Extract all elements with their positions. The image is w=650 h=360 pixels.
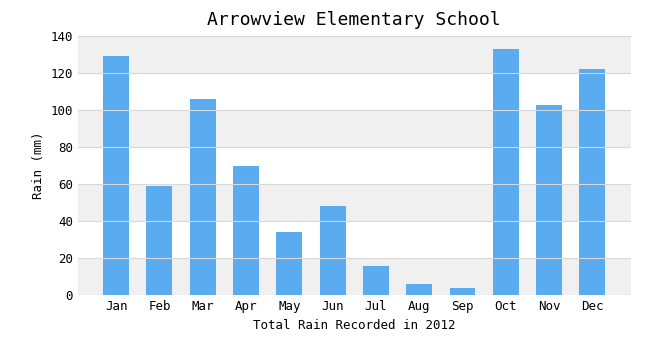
- Bar: [78, 36, 630, 73]
- X-axis label: Total Rain Recorded in 2012: Total Rain Recorded in 2012: [253, 319, 456, 332]
- Title: Arrowview Elementary School: Arrowview Elementary School: [207, 11, 501, 29]
- Bar: [320, 206, 346, 295]
- Bar: [78, 258, 630, 295]
- Bar: [103, 57, 129, 295]
- Bar: [450, 288, 476, 295]
- Bar: [536, 104, 562, 295]
- Bar: [233, 166, 259, 295]
- Bar: [78, 147, 630, 184]
- Bar: [78, 184, 630, 221]
- Bar: [146, 186, 172, 295]
- Bar: [78, 221, 630, 258]
- Bar: [78, 110, 630, 147]
- Y-axis label: Rain (mm): Rain (mm): [32, 132, 45, 199]
- Bar: [406, 284, 432, 295]
- Bar: [190, 99, 216, 295]
- Bar: [579, 69, 605, 295]
- Bar: [363, 266, 389, 295]
- Bar: [276, 232, 302, 295]
- Bar: [78, 73, 630, 110]
- Bar: [493, 49, 519, 295]
